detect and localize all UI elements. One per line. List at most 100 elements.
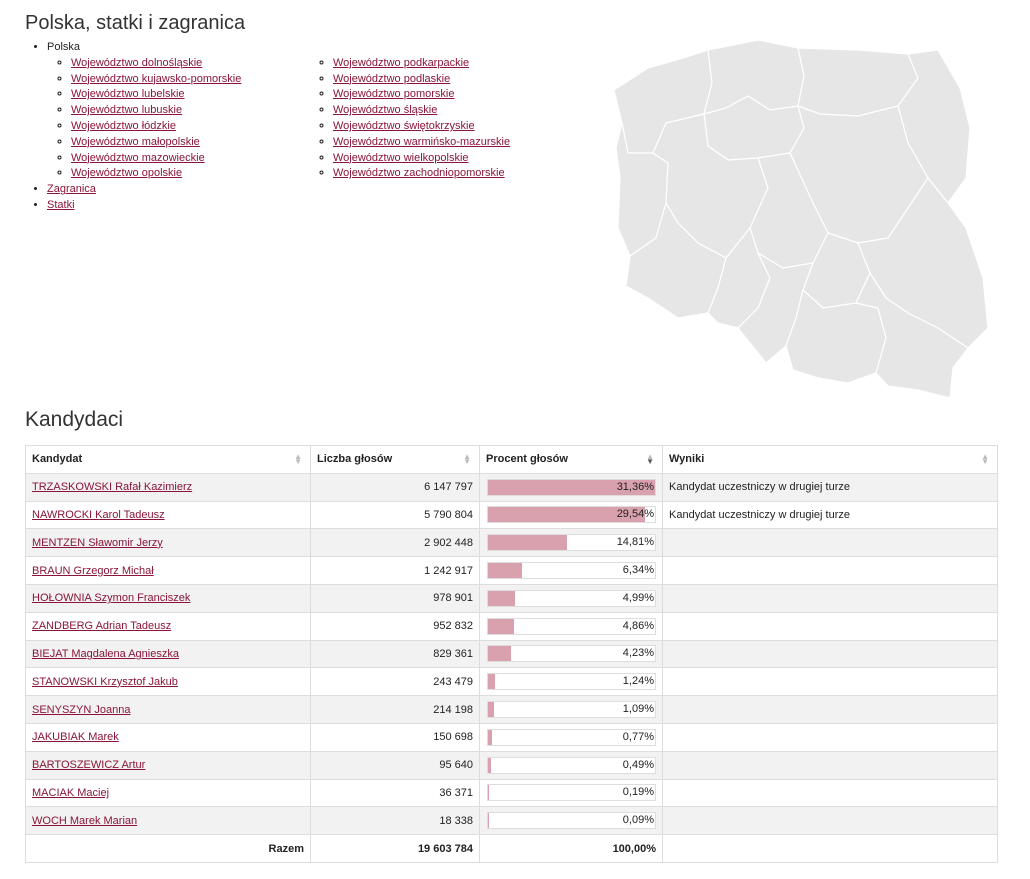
voivodeship-link[interactable]: Województwo lubuskie	[71, 104, 183, 117]
table-row: ZANDBERG Adrian Tadeusz 952 832 4,86%	[25, 611, 998, 641]
voivodeship-item: Województwo śląskie	[333, 103, 571, 119]
table-row: WOCH Marek Marian 18 338 0,09%	[25, 806, 998, 836]
candidate-cell: WOCH Marek Marian	[25, 806, 311, 836]
percent-bar: 14,81%	[487, 534, 656, 552]
candidate-cell: BARTOSZEWICZ Artur	[25, 750, 311, 780]
voivodeship-column-1: Województwo dolnośląskie Województwo kuja…	[47, 56, 309, 182]
percent-value: 1,09%	[622, 703, 654, 716]
voivodeship-link[interactable]: Województwo wielkopolskie	[333, 151, 469, 164]
page-title: Polska, statki i zagranica	[25, 12, 246, 34]
percent-bar-fill	[488, 785, 489, 801]
percent-bar: 6,34%	[487, 562, 656, 580]
voivodeship-item: Województwo podkarpackie	[333, 56, 571, 72]
voivodeship-link[interactable]: Województwo świętokrzyskie	[333, 119, 475, 132]
percent-cell: 4,23%	[479, 639, 663, 669]
abroad-link[interactable]: Zagranica	[47, 183, 96, 196]
votes-cell: 150 698	[310, 722, 480, 752]
candidate-link[interactable]: WOCH Marek Marian	[32, 814, 138, 827]
percent-value: 6,34%	[622, 564, 654, 577]
candidate-link[interactable]: ZANDBERG Adrian Tadeusz	[32, 620, 172, 633]
percent-cell: 29,54%	[479, 500, 663, 530]
voivodeship-link[interactable]: Województwo śląskie	[333, 104, 438, 117]
candidates-title: Kandydaci	[25, 408, 124, 431]
voivodeship-item: Województwo świętokrzyskie	[333, 119, 571, 135]
candidate-link[interactable]: SENYSZYN Joanna	[32, 703, 131, 716]
map-region-slaskie[interactable]	[737, 252, 814, 364]
map-region-malopolskie[interactable]	[785, 289, 887, 384]
candidate-link[interactable]: BARTOSZEWICZ Artur	[32, 759, 146, 772]
table-row: TRZASKOWSKI Rafał Kazimierz 6 147 797 31,3…	[25, 472, 998, 502]
candidate-link[interactable]: STANOWSKI Krzysztof Jakub	[32, 675, 178, 688]
column-header-votes[interactable]: Liczba głosów ▲ ▼	[310, 445, 480, 474]
map-region-podkarpackie[interactable]	[855, 272, 969, 398]
voivodeship-item: Województwo dolnośląskie	[71, 56, 309, 72]
candidate-link[interactable]: JAKUBIAK Marek	[32, 731, 119, 744]
result-cell	[662, 778, 998, 808]
table-row: BIEJAT Magdalena Agnieszka 829 361 4,23%	[25, 639, 998, 669]
voivodeship-item: Województwo podlaskie	[333, 72, 571, 88]
voivodeship-link[interactable]: Województwo podlaskie	[333, 72, 451, 85]
candidate-cell: ZANDBERG Adrian Tadeusz	[25, 611, 311, 641]
voivodeship-item: Województwo opolskie	[71, 166, 309, 182]
voivodeship-link[interactable]: Województwo podkarpackie	[333, 56, 470, 69]
percent-bar-fill	[488, 507, 646, 523]
votes-cell: 952 832	[310, 611, 480, 641]
percent-value: 0,19%	[622, 786, 654, 799]
candidate-link[interactable]: BRAUN Grzegorz Michał	[32, 564, 154, 577]
votes-cell: 978 901	[310, 583, 480, 613]
percent-bar-fill	[488, 563, 522, 579]
candidate-link[interactable]: MACIAK Maciej	[32, 786, 110, 799]
column-header-candidate[interactable]: Kandydat ▲ ▼	[25, 445, 311, 474]
percent-bar-fill	[488, 702, 494, 718]
percent-bar: 4,86%	[487, 617, 656, 635]
sort-icon: ▲ ▼	[294, 452, 302, 466]
voivodeship-link[interactable]: Województwo mazowieckie	[71, 151, 205, 164]
result-cell	[662, 639, 998, 669]
voivodeship-item: Województwo lubuskie	[71, 103, 309, 119]
voivodeship-item: Województwo łódzkie	[71, 119, 309, 135]
total-results-cell	[662, 834, 998, 863]
voivodeship-link[interactable]: Województwo małopolskie	[71, 135, 200, 148]
candidate-link[interactable]: MENTZEN Sławomir Jerzy	[32, 536, 163, 549]
column-header-percent[interactable]: Procent głosów ▲ ▼	[479, 445, 663, 474]
sort-icon: ▲ ▼	[981, 452, 989, 466]
candidate-cell: MENTZEN Sławomir Jerzy	[25, 528, 311, 558]
poland-map	[613, 39, 989, 398]
percent-bar-fill	[488, 479, 655, 495]
voivodeship-link[interactable]: Województwo zachodniopomorskie	[333, 167, 505, 180]
voivodeship-link[interactable]: Województwo warmińsko-mazurskie	[333, 135, 511, 148]
result-cell	[662, 611, 998, 641]
table-row: MACIAK Maciej 36 371 0,19%	[25, 778, 998, 808]
voivodeship-link[interactable]: Województwo łódzkie	[71, 119, 176, 132]
voivodeship-link[interactable]: Województwo kujawsko-pomorskie	[71, 72, 242, 85]
voivodeship-link[interactable]: Województwo pomorskie	[333, 88, 455, 101]
voivodeship-link[interactable]: Województwo opolskie	[71, 167, 183, 180]
votes-cell: 243 479	[310, 667, 480, 697]
candidate-link[interactable]: BIEJAT Magdalena Agnieszka	[32, 647, 179, 660]
percent-value: 1,24%	[622, 675, 654, 688]
result-cell	[662, 750, 998, 780]
percent-cell: 6,34%	[479, 556, 663, 585]
votes-cell: 829 361	[310, 639, 480, 669]
column-header-results[interactable]: Wyniki ▲ ▼	[662, 445, 998, 474]
percent-bar: 1,24%	[487, 673, 656, 691]
percent-bar: 0,19%	[487, 784, 656, 802]
percent-cell: 0,49%	[479, 750, 663, 780]
candidate-cell: TRZASKOWSKI Rafał Kazimierz	[25, 472, 311, 502]
nav-polska-label: Polska	[47, 41, 81, 53]
voivodeship-link[interactable]: Województwo lubelskie	[71, 88, 185, 101]
candidate-link[interactable]: HOŁOWNIA Szymon Franciszek	[32, 592, 191, 605]
ships-link[interactable]: Statki	[47, 198, 75, 211]
percent-bar-fill	[488, 674, 495, 690]
total-row: Razem 19 603 784 100,00%	[25, 834, 998, 863]
nav-item-statki: Statki	[47, 198, 571, 214]
voivodeship-link[interactable]: Województwo dolnośląskie	[71, 56, 203, 69]
candidate-link[interactable]: TRZASKOWSKI Rafał Kazimierz	[32, 481, 193, 494]
total-votes: 19 603 784	[310, 834, 480, 863]
candidate-link[interactable]: NAWROCKI Karol Tadeusz	[32, 508, 165, 521]
percent-bar-fill	[488, 757, 491, 773]
percent-value: 14,81%	[616, 536, 654, 549]
percent-bar: 1,09%	[487, 701, 656, 719]
percent-cell: 0,19%	[479, 778, 663, 808]
percent-bar-fill	[488, 618, 514, 634]
